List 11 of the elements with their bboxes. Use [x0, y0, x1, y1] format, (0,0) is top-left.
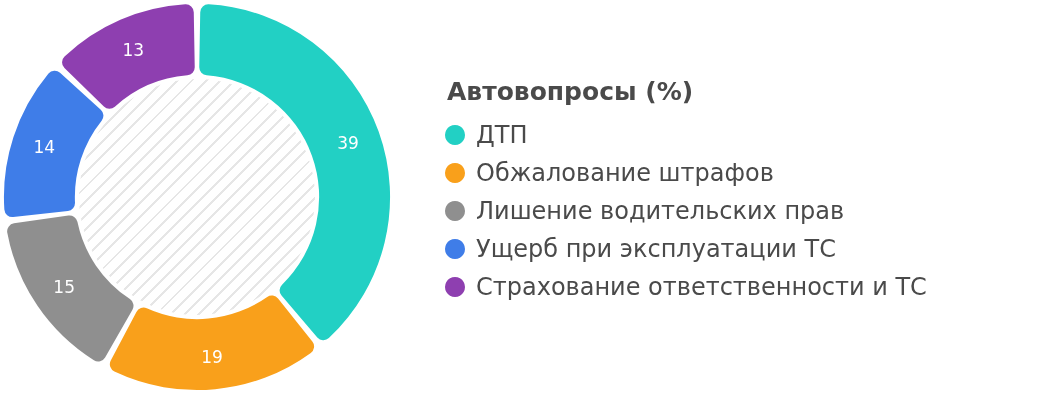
data-label: 19	[201, 346, 223, 367]
legend-label: Лишение водительских прав	[476, 197, 845, 225]
data-label: 15	[53, 277, 75, 298]
legend-label: Ущерб при эксплуатации ТС	[476, 235, 836, 263]
data-label: 13	[122, 39, 145, 60]
legend-title: Автовопросы (%)	[447, 77, 694, 106]
data-label: 14	[33, 137, 56, 158]
legend-label: ДТП	[476, 121, 528, 149]
legend-label: Страхование ответственности и ТС	[476, 273, 927, 301]
data-label: 39	[337, 132, 359, 153]
legend-label: Обжалование штрафов	[476, 159, 774, 187]
